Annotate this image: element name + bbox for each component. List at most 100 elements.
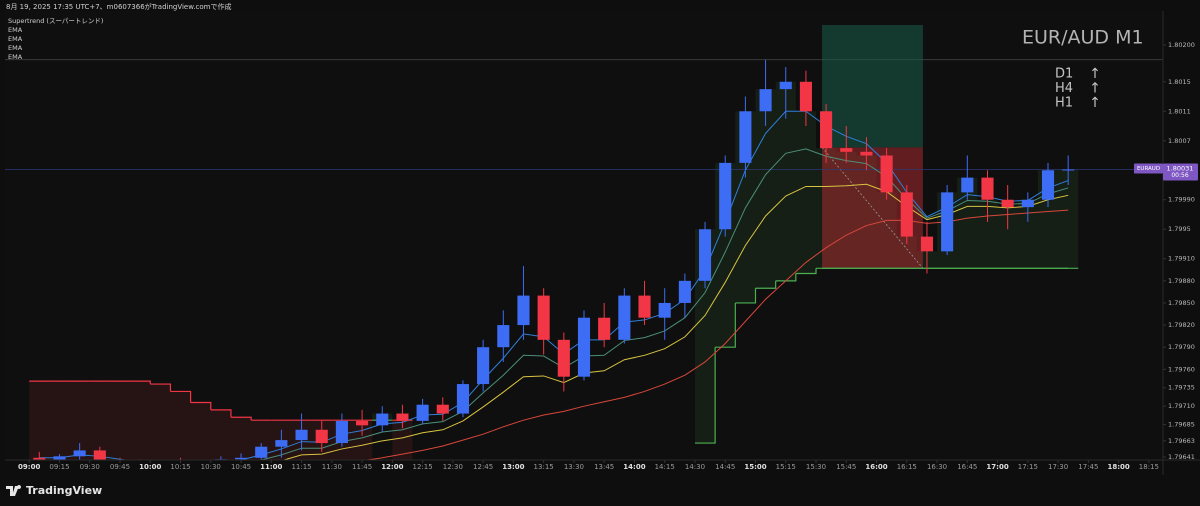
x-tick-label: 18:00 <box>1107 463 1129 471</box>
supertrend-line <box>735 288 757 304</box>
x-tick-label: 16:00 <box>865 463 887 471</box>
supertrend-line <box>190 401 212 410</box>
supertrend-fill <box>775 81 796 281</box>
x-tick-label: 10:00 <box>139 463 161 471</box>
y-tick-label: 1.8007 <box>1168 137 1191 145</box>
candle-body <box>638 295 651 318</box>
candle-body <box>799 81 812 112</box>
chart-title: EUR/AUD M1 <box>1022 27 1144 49</box>
x-tick-label: 15:45 <box>836 463 856 471</box>
y-tick-label: 1.79663 <box>1168 437 1195 445</box>
y-tick-label: 1.79850 <box>1168 299 1195 307</box>
candle-body <box>73 450 86 457</box>
x-tick-label: 10:15 <box>170 463 190 471</box>
candle-body <box>234 457 248 460</box>
candle-body <box>53 456 66 460</box>
x-tick-label: 11:45 <box>352 463 372 471</box>
y-tick-label: 1.8015 <box>1168 78 1191 86</box>
y-tick-label: 1.79710 <box>1168 402 1195 410</box>
ema-line <box>39 110 1069 460</box>
legend-entry: EMA <box>8 44 23 52</box>
supertrend-line <box>170 390 192 403</box>
chart-subtitle: 8月 19, 2025 17:35 UTC+7、m0607366がTrading… <box>6 2 232 11</box>
candle-body <box>678 280 691 303</box>
y-tick-label: 1.79990 <box>1168 196 1195 204</box>
candle-body <box>1041 170 1055 200</box>
annotation-label: H4 <box>1055 81 1073 96</box>
candle-body <box>577 317 591 377</box>
candle-body <box>1001 199 1014 208</box>
y-tick-label: 1.80200 <box>1168 41 1195 49</box>
y-tick-label: 1.79880 <box>1168 277 1195 285</box>
plot-layer <box>5 25 1163 460</box>
candle-body <box>477 347 490 385</box>
supertrend-fill <box>49 381 70 460</box>
candle-body <box>416 404 429 421</box>
candle-body <box>860 151 873 156</box>
candle-body <box>920 236 934 252</box>
x-tick-label: 11:15 <box>291 463 311 471</box>
supertrend-fill <box>1058 169 1079 269</box>
supertrend-fill <box>1017 199 1038 269</box>
annotation-label: D1 <box>1055 67 1073 82</box>
candle-body <box>93 450 106 460</box>
y-tick-label: 1.8011 <box>1168 107 1191 115</box>
supertrend-fill <box>130 381 151 460</box>
price-tag <box>1163 163 1198 181</box>
candle-body <box>1021 199 1034 208</box>
ema-line <box>363 209 1069 460</box>
x-tick-label: 17:15 <box>1018 463 1038 471</box>
symbol-tag <box>1134 163 1163 174</box>
candle-body <box>275 440 288 447</box>
symbol-label: EURAUD <box>1137 166 1160 172</box>
x-tick-label: 09:30 <box>80 463 100 471</box>
supertrend-line <box>755 280 777 289</box>
x-tick-label: 09:15 <box>49 463 69 471</box>
annotation-arrow: ↑ <box>1089 66 1101 82</box>
footer: TradingView <box>0 476 1200 506</box>
x-tick-label: 12:30 <box>443 463 463 471</box>
candle-body <box>1062 169 1075 171</box>
price-tag-value: 1.80031 <box>1167 165 1194 173</box>
y-tick-label: 1.79641 <box>1168 453 1195 461</box>
x-tick-label: 09:45 <box>110 463 130 471</box>
y-tick-label: 1.79790 <box>1168 343 1195 351</box>
x-tick-label: 12:45 <box>473 463 493 471</box>
y-tick-label: 1.79760 <box>1168 365 1195 373</box>
x-tick-label: 12:00 <box>381 463 403 471</box>
supertrend-fill <box>69 381 90 460</box>
candle-body <box>335 420 348 444</box>
x-tick-label: 11:00 <box>260 463 282 471</box>
ema-line <box>258 148 1069 460</box>
supertrend-fill <box>755 89 776 289</box>
x-tick-label: 17:45 <box>1078 463 1098 471</box>
supertrend-fill <box>150 384 171 460</box>
annotation-label: H1 <box>1055 96 1073 111</box>
y-tick-label: 1.79735 <box>1168 384 1195 392</box>
candle-body <box>698 229 712 281</box>
y-tick-label: 1.79820 <box>1168 321 1195 329</box>
candle-body <box>315 429 328 444</box>
x-tick-label: 13:30 <box>564 463 584 471</box>
footer-bar <box>0 476 1200 506</box>
x-tick-label: 15:00 <box>744 463 766 471</box>
x-tick-label: 10:30 <box>201 463 221 471</box>
x-tick-label: 15:15 <box>776 463 796 471</box>
x-tick-label: 16:45 <box>957 463 977 471</box>
candle-body <box>880 155 893 193</box>
supertrend-fill <box>997 207 1018 269</box>
supertrend-fill <box>170 391 191 460</box>
supertrend-fill <box>210 409 231 460</box>
x-tick-label: 16:30 <box>927 463 947 471</box>
supertrend-fill <box>29 381 50 460</box>
y-tick-label: 1.79685 <box>1168 421 1195 429</box>
position-target-zone <box>822 25 923 148</box>
supertrend-fill <box>190 402 211 460</box>
candle-body <box>719 162 732 230</box>
x-tick-label: 13:45 <box>594 463 614 471</box>
x-tick-label: 13:00 <box>502 463 524 471</box>
x-tick-label: 14:30 <box>685 463 705 471</box>
legend-entry: Supertrend (スーパートレンド) <box>8 17 103 25</box>
candle-body <box>255 446 268 458</box>
candle-body <box>759 89 772 112</box>
